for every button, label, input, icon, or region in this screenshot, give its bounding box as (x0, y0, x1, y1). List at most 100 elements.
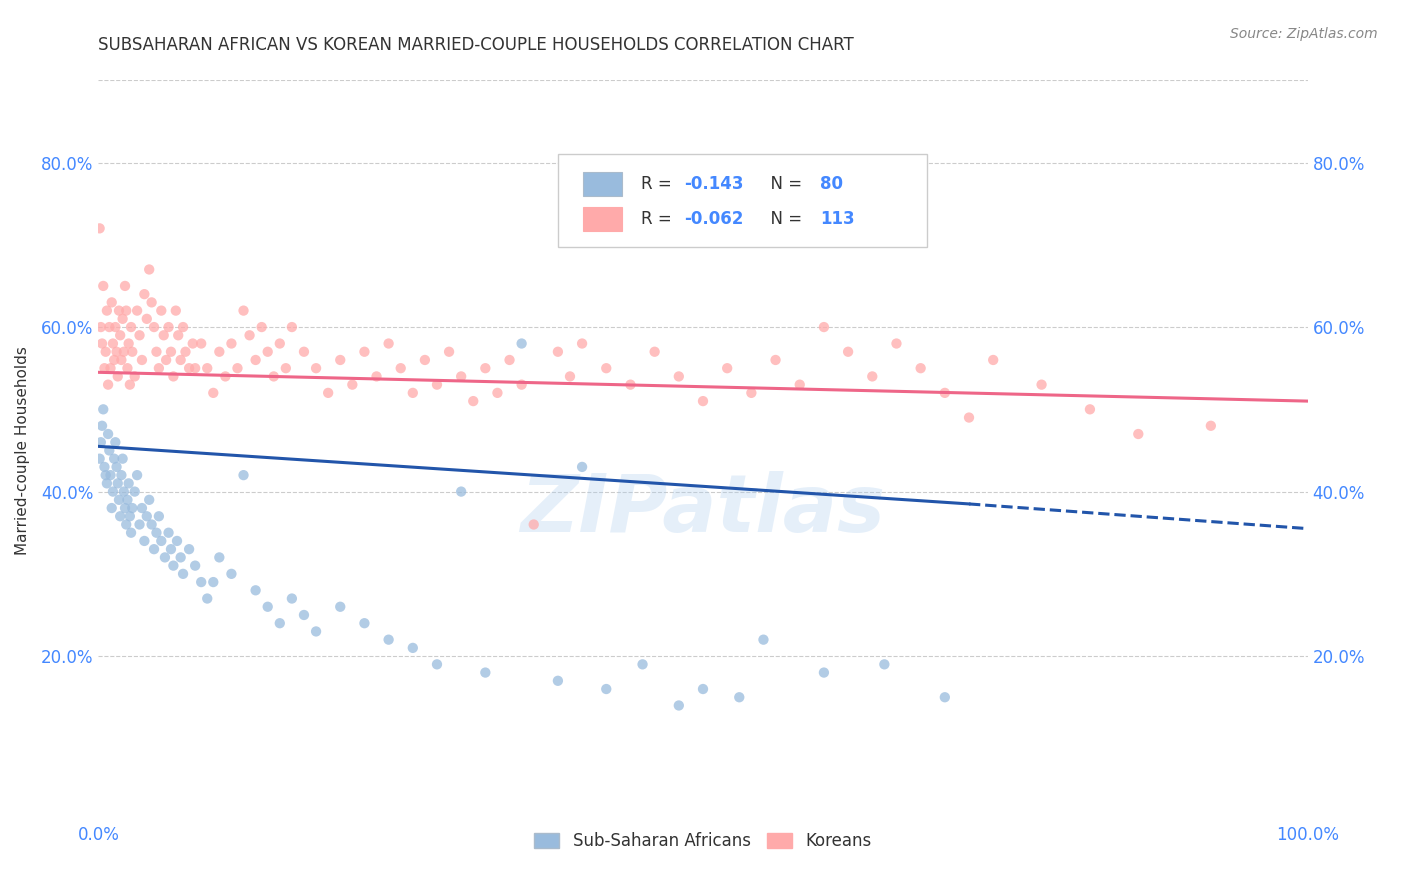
Point (523, 517, 546, 532)
Point (184, 361, 207, 376)
Point (208, 550, 231, 565)
FancyBboxPatch shape (583, 172, 621, 195)
Point (510, 336, 533, 351)
Point (202, 385, 225, 400)
Point (179, 542, 201, 557)
Point (94, 468, 117, 483)
Point (631, 657, 654, 672)
Text: -0.143: -0.143 (683, 175, 744, 193)
Point (162, 558, 184, 573)
Point (134, 287, 156, 301)
Point (114, 279, 136, 293)
Point (595, 681, 617, 696)
Text: N =: N = (759, 210, 807, 227)
Point (104, 320, 127, 334)
Point (305, 361, 328, 376)
Point (162, 369, 184, 384)
Point (668, 369, 690, 384)
Text: -0.062: -0.062 (683, 210, 742, 227)
Point (437, 344, 460, 359)
Point (486, 385, 509, 400)
Point (100, 501, 122, 516)
Point (619, 377, 641, 392)
Point (426, 657, 449, 672)
Point (221, 336, 243, 351)
Point (117, 361, 139, 376)
Point (145, 525, 167, 540)
Point (117, 492, 139, 507)
Text: 80: 80 (820, 175, 844, 193)
Point (100, 468, 122, 483)
Point (305, 624, 328, 639)
Point (389, 361, 412, 376)
Point (143, 320, 166, 334)
Point (716, 361, 738, 376)
Point (342, 377, 364, 392)
Point (250, 320, 273, 334)
Point (172, 320, 194, 334)
Point (115, 303, 138, 318)
Point (124, 369, 146, 384)
Point (263, 369, 285, 384)
Point (118, 377, 141, 392)
Point (108, 328, 131, 343)
Point (957, 410, 980, 425)
Point (450, 369, 472, 384)
Point (166, 533, 188, 548)
Point (105, 459, 128, 474)
Point (692, 394, 714, 409)
Point (256, 599, 278, 614)
Point (155, 353, 177, 368)
Y-axis label: Married-couple Households: Married-couple Households (15, 346, 30, 555)
Point (752, 632, 775, 647)
Point (169, 550, 191, 565)
Point (90, 320, 112, 334)
Point (316, 385, 339, 400)
Point (172, 566, 194, 581)
Point (245, 583, 267, 598)
Point (329, 599, 352, 614)
Point (214, 369, 236, 384)
Point (114, 501, 136, 516)
Point (128, 517, 150, 532)
Point (239, 328, 262, 343)
Point (860, 369, 883, 384)
Point (111, 451, 134, 466)
Point (150, 533, 173, 548)
Point (118, 509, 141, 524)
Point (108, 303, 131, 318)
Point (547, 673, 569, 688)
Point (190, 336, 212, 351)
FancyBboxPatch shape (583, 207, 621, 230)
Point (118, 336, 141, 351)
Point (89, 451, 111, 466)
Point (93, 459, 115, 474)
Point (135, 311, 157, 326)
Point (377, 336, 399, 351)
Point (111, 311, 134, 326)
Point (292, 607, 315, 622)
Text: SUBSAHARAN AFRICAN VS KOREAN MARRIED-COUPLE HOUSEHOLDS CORRELATION CHART: SUBSAHARAN AFRICAN VS KOREAN MARRIED-COU… (98, 36, 855, 54)
Point (886, 336, 908, 351)
Point (668, 698, 690, 713)
Point (813, 665, 835, 680)
Point (413, 353, 436, 368)
Point (184, 558, 207, 573)
Point (105, 344, 128, 359)
Point (1199, 418, 1222, 433)
Point (91, 418, 114, 433)
Point (595, 361, 617, 376)
Point (107, 476, 129, 491)
Point (292, 344, 315, 359)
Point (281, 320, 304, 334)
Point (195, 591, 218, 606)
Point (165, 303, 187, 318)
Point (90, 435, 112, 450)
Point (150, 303, 173, 318)
Point (141, 517, 163, 532)
Point (101, 336, 124, 351)
Point (103, 353, 125, 368)
Point (934, 385, 956, 400)
Point (115, 517, 138, 532)
Point (1078, 402, 1101, 417)
